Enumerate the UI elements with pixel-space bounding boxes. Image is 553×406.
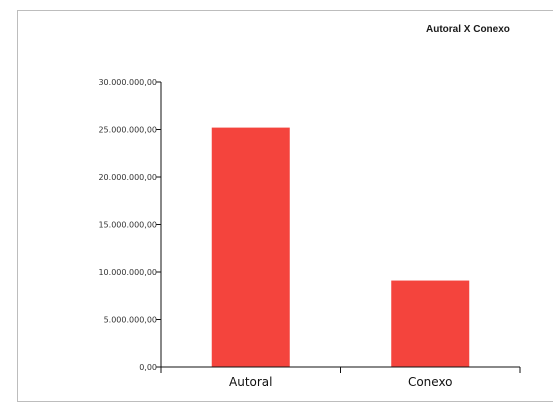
y-tick-label: 25.000.000,00 (98, 126, 157, 135)
bar-conexo (391, 280, 470, 367)
y-tick-label: 20.000.000,00 (98, 173, 157, 182)
x-tick-label-autoral: Autoral (229, 375, 272, 389)
bars-group (211, 127, 470, 367)
y-tick-label: 5.000.000,00 (104, 316, 157, 325)
y-tick-label: 15.000.000,00 (98, 221, 157, 230)
y-tick-label: 30.000.000,00 (98, 78, 157, 87)
axes-group (156, 81, 521, 373)
chart-title: Autoral X Conexo (426, 24, 510, 35)
y-tick-label: 10.000.000,00 (98, 268, 157, 277)
chart-frame (17, 10, 553, 402)
labels-group: 0,00 5.000.000,00 10.000.000,00 15.000.000,… (98, 78, 452, 389)
bar-autoral (211, 127, 290, 367)
x-tick-label-conexo: Conexo (408, 375, 453, 389)
y-tick-label: 0,00 (139, 363, 157, 372)
